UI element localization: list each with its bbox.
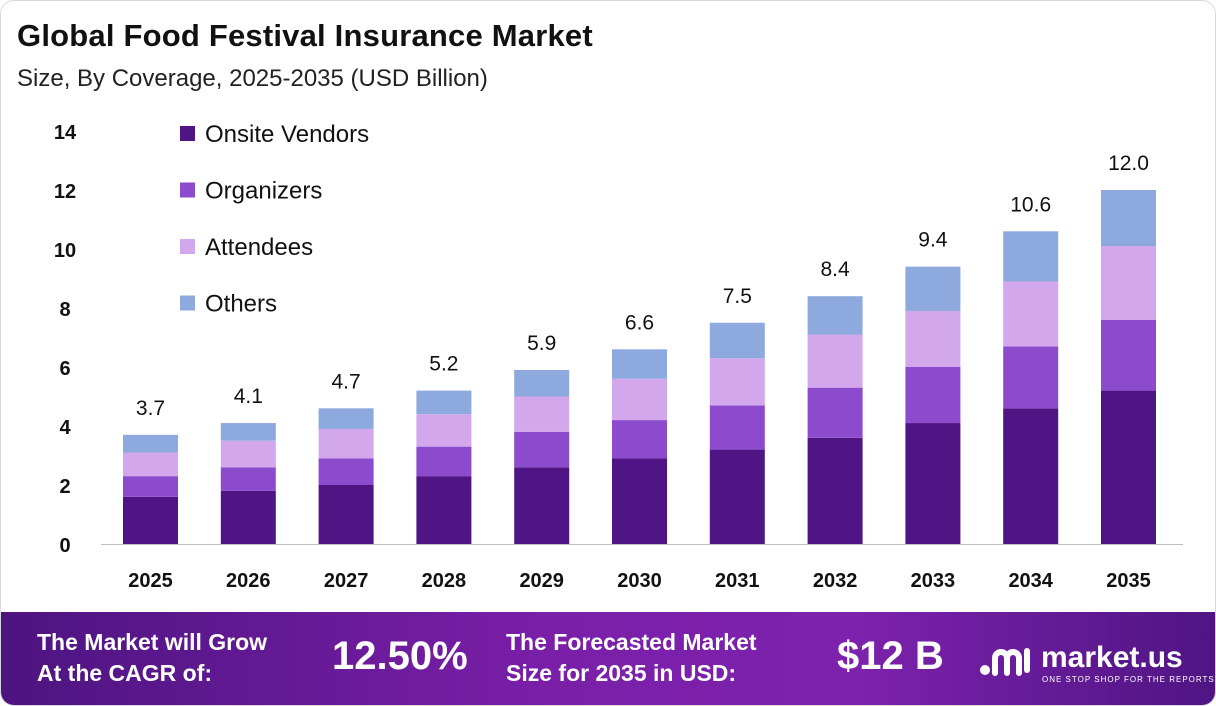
x-tick-label: 2035 — [1106, 570, 1151, 592]
chart-title: Global Food Festival Insurance Market — [17, 18, 593, 53]
market-us-logo: market.us ONE STOP SHOP FOR THE REPORTS — [977, 640, 1214, 685]
bar-total-label: 4.7 — [331, 370, 360, 393]
bar-segment-organizers — [807, 387, 863, 438]
x-tick-label: 2031 — [715, 570, 760, 592]
bar-total-label: 5.2 — [429, 353, 458, 376]
bar-total-label: 4.1 — [234, 385, 263, 408]
x-tick-label: 2034 — [1008, 570, 1053, 592]
bar-segment-onsite-vendors — [1003, 408, 1059, 544]
x-tick-label: 2032 — [813, 570, 858, 592]
bar-segment-organizers — [709, 405, 765, 450]
x-tick-label: 2029 — [519, 570, 564, 592]
bar-total-label: 8.4 — [820, 258, 850, 281]
legend-swatch — [180, 126, 195, 141]
bar-segment-attendees — [318, 428, 374, 459]
bar-segment-organizers — [905, 367, 961, 424]
legend-swatch — [180, 182, 195, 198]
bar-total-label: 6.6 — [625, 311, 654, 334]
y-tick-label: 14 — [54, 122, 77, 144]
bar-segment-attendees — [416, 414, 472, 447]
bar-segment-attendees — [1101, 246, 1156, 320]
bar-segment-others — [612, 349, 667, 379]
legend-swatch — [180, 295, 195, 311]
bar-segment-attendees — [220, 440, 276, 468]
bar-segment-onsite-vendors — [416, 476, 472, 544]
bar-segment-attendees — [709, 358, 765, 406]
y-tick-label: 4 — [59, 417, 71, 439]
legend-label: Others — [205, 291, 277, 318]
bar-segment-onsite-vendors — [220, 490, 276, 544]
market-us-logo-icon — [980, 648, 1030, 676]
x-tick-label: 2030 — [617, 570, 662, 592]
bar-total-label: 12.0 — [1108, 152, 1149, 175]
bar-segment-onsite-vendors — [905, 423, 961, 544]
cagr-value: 12.50% — [332, 634, 468, 678]
bar-segment-attendees — [905, 310, 961, 367]
bar-segment-others — [807, 296, 863, 335]
cagr-label-line1: The Market will Grow — [37, 629, 268, 655]
bar-segment-attendees — [612, 378, 667, 421]
stacked-bar-chart: 0 2 4 6 8 10 12 14 3.7 2025 4.1 2026 4.7 2027 5.2 2028 5… — [54, 121, 1183, 592]
bar-segment-others — [1003, 231, 1059, 282]
bar-total-label: 9.4 — [918, 229, 948, 252]
bar-segment-others — [318, 408, 374, 429]
y-tick-label: 10 — [54, 240, 76, 262]
y-tick-label: 2 — [59, 476, 70, 498]
bar-segment-organizers — [416, 446, 472, 477]
bar-segment-others — [416, 390, 472, 415]
x-tick-label: 2025 — [128, 570, 173, 592]
bar-segment-onsite-vendors — [318, 485, 374, 544]
bar-segment-organizers — [220, 467, 276, 491]
bar-segment-attendees — [123, 452, 178, 477]
chart-subtitle: Size, By Coverage, 2025-2035 (USD Billio… — [17, 65, 488, 92]
bar-segment-attendees — [807, 334, 863, 388]
bar-segment-attendees — [514, 396, 570, 432]
bar-segment-others — [220, 423, 276, 441]
y-tick-label: 6 — [59, 358, 70, 380]
y-tick-label: 0 — [59, 535, 70, 557]
y-tick-label: 12 — [54, 181, 76, 203]
bar-segment-organizers — [514, 431, 570, 468]
x-tick-label: 2027 — [324, 570, 369, 592]
bar-segment-organizers — [1101, 319, 1156, 391]
legend-label: Attendees — [205, 234, 313, 261]
bar-segment-others — [1101, 190, 1156, 247]
logo-tagline: ONE STOP SHOP FOR THE REPORTS — [1042, 675, 1215, 684]
bar-segment-others — [905, 266, 961, 311]
bar-segment-organizers — [318, 458, 374, 485]
x-tick-label: 2028 — [422, 570, 467, 592]
forecast-value: $12 B — [837, 634, 944, 678]
bar-segment-onsite-vendors — [612, 458, 667, 544]
bar-segment-others — [123, 434, 178, 453]
x-tick-label: 2033 — [911, 570, 956, 592]
x-tick-label: 2026 — [226, 570, 271, 592]
bar-segment-organizers — [612, 420, 667, 459]
bar-total-label: 5.9 — [527, 332, 556, 355]
bar-segment-attendees — [1003, 281, 1059, 347]
summary-banner: The Market will Grow At the CAGR of: 12.… — [1, 612, 1215, 705]
logo-name: market.us — [1041, 641, 1183, 674]
bar-segment-onsite-vendors — [514, 467, 570, 544]
bar-segment-onsite-vendors — [709, 449, 765, 544]
bar-total-label: 10.6 — [1010, 193, 1051, 216]
bar-segment-onsite-vendors — [1101, 390, 1156, 544]
bar-segment-organizers — [1003, 346, 1059, 409]
legend-swatch — [180, 239, 195, 254]
bar-segment-onsite-vendors — [807, 437, 863, 544]
forecast-label-line1: The Forecasted Market — [506, 629, 757, 655]
bar-total-label: 7.5 — [723, 285, 752, 308]
y-tick-label: 8 — [59, 299, 70, 321]
bar-segment-others — [514, 369, 570, 397]
bar-segment-organizers — [123, 476, 178, 497]
bar-segment-others — [709, 322, 765, 359]
cagr-label: The Market will Grow At the CAGR of: — [37, 627, 267, 689]
bar-segment-onsite-vendors — [123, 496, 178, 544]
bar-total-label: 3.7 — [136, 397, 165, 420]
forecast-label: The Forecasted Market Size for 2035 in U… — [506, 627, 757, 689]
legend-label: Onsite Vendors — [205, 121, 369, 148]
cagr-label-line2: At the CAGR of: — [37, 660, 213, 686]
legend-label: Organizers — [205, 178, 322, 205]
forecast-label-line2: Size for 2035 in USD: — [506, 660, 737, 686]
